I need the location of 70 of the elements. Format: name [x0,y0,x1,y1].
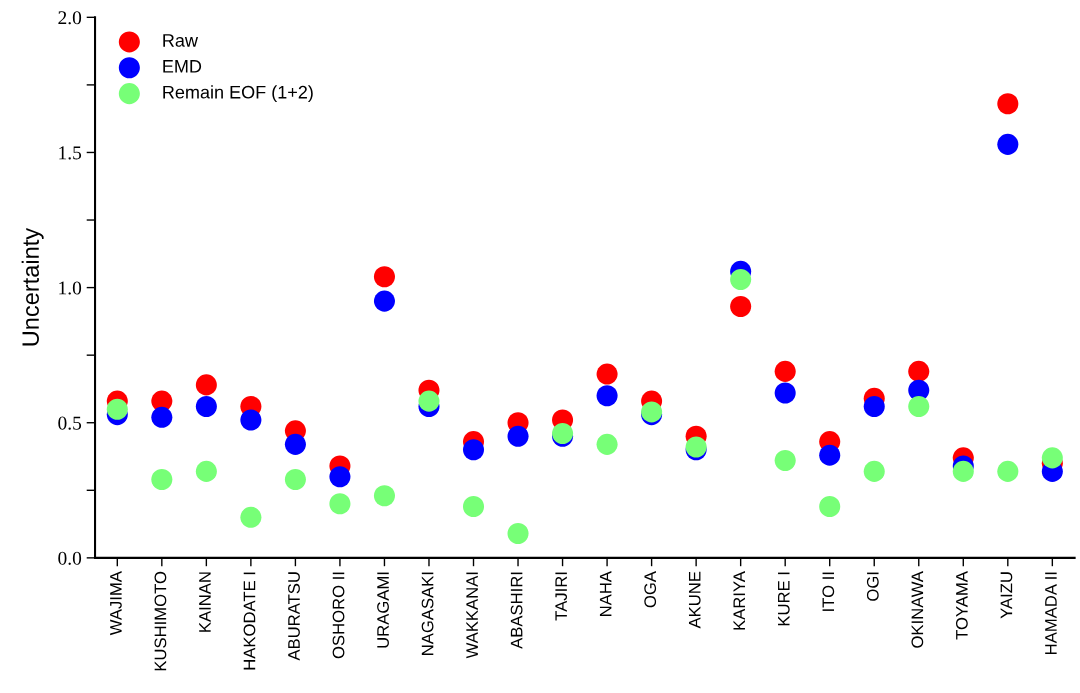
x-tick-label: YAIZU [1000,572,1013,619]
point [908,395,930,418]
y-tick-label: 0.0 [58,551,82,565]
point [151,406,173,428]
point [730,295,752,318]
point [596,385,618,407]
point [997,460,1019,482]
point [195,395,217,418]
point [819,495,841,518]
point [596,363,618,385]
legend-label: Remain EOF (1+2) [163,85,313,103]
x-tick-label: URAGAMI [377,572,389,648]
point [774,450,796,472]
x-tick-label: KURE I [778,572,790,626]
x-tick-label: ABURATSU [288,572,300,661]
x-tick-label: NAHA [599,571,612,616]
x-tick-label: AKUNE [688,571,701,629]
point [106,398,128,420]
point [329,493,351,515]
point [819,444,841,466]
point [240,506,262,528]
point [774,360,796,382]
legend-label: Raw [163,34,199,47]
point [418,390,440,412]
x-tick-label: KUSHIMOTO [154,571,167,671]
point [240,409,262,431]
x-tick-label: ABASHIRI [510,572,523,649]
x-tick-label: WAJIMA [110,571,122,636]
x-tick-label: NAGASAKI [421,572,434,655]
x-tick-label: TOYAMA [955,571,968,640]
x-tick-label: KARIYA [733,571,745,630]
point [1041,447,1063,469]
point [997,93,1019,115]
y-axis-title: Uncertainty [21,227,44,346]
x-tick-label: KAINAN [199,572,211,632]
point [373,290,395,312]
point [863,395,885,418]
point [329,466,351,488]
point [596,433,618,455]
x-tick-label: OGI [866,572,879,601]
x-tick-label: HAKODATE I [243,572,256,670]
legend-label: EMD [163,60,202,73]
point [373,485,395,507]
point [507,523,529,545]
point [462,439,485,461]
point [952,460,974,482]
x-tick-label: OSHORO II [332,572,345,659]
point [730,268,752,291]
point [373,266,395,288]
point [997,133,1019,155]
point [195,374,217,396]
point [195,460,217,482]
point [284,433,306,455]
point [151,468,173,491]
x-tick-label: HAMADA II [1045,572,1057,654]
x-tick-label: OKINAWA [911,571,924,648]
point [908,360,930,382]
point [774,382,796,404]
x-tick-label: TAJIRI [555,572,568,621]
x-tick-label: ITO II [822,572,835,611]
point [462,495,485,518]
point [284,468,306,491]
point [863,460,885,482]
x-tick-label: WAKKANAI [466,572,478,659]
point [507,425,529,447]
y-tick-label: 1.5 [59,146,82,160]
y-tick-label: 0.5 [58,416,82,430]
y-tick-label: 2.0 [58,11,82,25]
x-tick-label: OGA [644,571,657,608]
y-tick-label: 1.0 [59,281,82,295]
